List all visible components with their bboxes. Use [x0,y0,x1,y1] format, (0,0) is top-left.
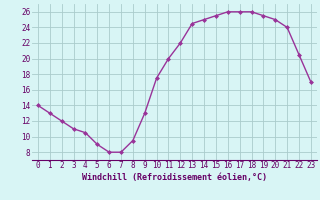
X-axis label: Windchill (Refroidissement éolien,°C): Windchill (Refroidissement éolien,°C) [82,173,267,182]
